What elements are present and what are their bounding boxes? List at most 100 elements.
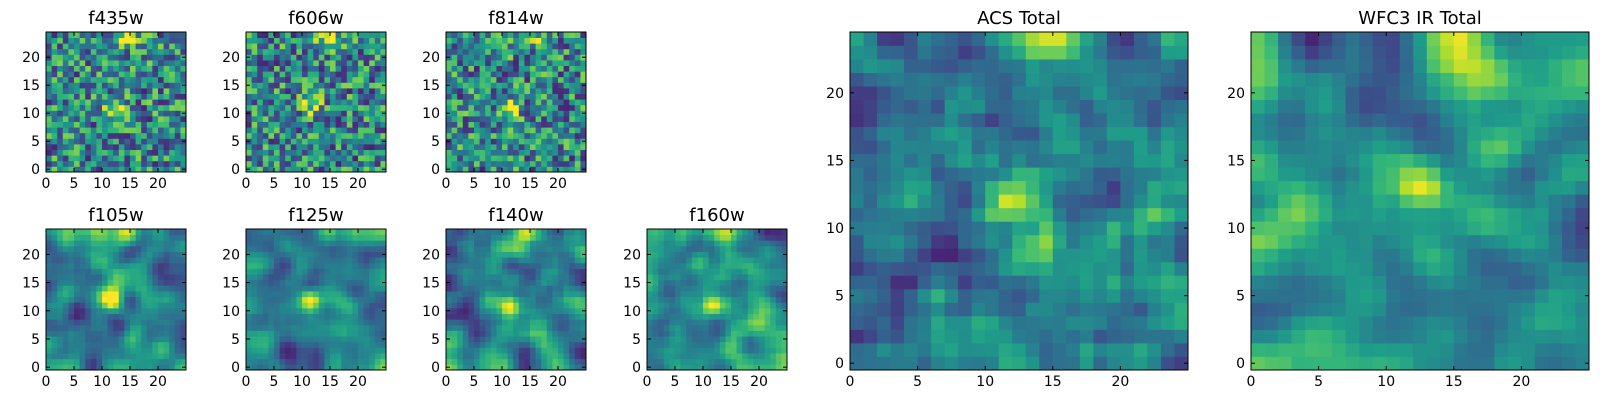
heatmap-cell (313, 234, 320, 241)
heatmap-cell (546, 110, 553, 117)
heatmap-cell (479, 54, 486, 61)
heatmap-cell (330, 43, 336, 50)
heatmap-cell (1012, 234, 1027, 249)
heatmap-cell (530, 71, 536, 78)
heatmap-cell (558, 110, 564, 117)
heatmap-cell (725, 358, 732, 365)
heatmap-cell (174, 285, 181, 292)
heatmap-cell (647, 257, 653, 264)
heatmap-cell (563, 93, 570, 100)
heatmap-cell (318, 324, 325, 331)
heatmap-cell (569, 138, 576, 145)
heatmap-cell (652, 324, 659, 331)
heatmap-cell (658, 291, 665, 298)
heatmap-cell (552, 296, 559, 303)
heatmap-cell (352, 319, 359, 326)
heatmap-cell (124, 65, 131, 72)
heatmap-cell (358, 149, 364, 156)
heatmap-cell (163, 121, 170, 128)
heatmap-cell (102, 353, 108, 360)
heatmap-cell (890, 261, 905, 276)
heatmap-cell (496, 240, 503, 247)
heatmap-cell (274, 347, 280, 354)
heatmap-cell (96, 144, 103, 150)
heatmap-cell (1039, 342, 1054, 357)
heatmap-cell (446, 229, 452, 236)
heatmap-cell (290, 132, 297, 139)
heatmap-cell (663, 229, 670, 236)
heatmap-cell (530, 93, 536, 100)
heatmap-cell (113, 138, 120, 145)
heatmap-cell (563, 358, 570, 365)
heatmap-cell (736, 324, 743, 331)
heatmap-cell (307, 313, 314, 320)
heatmap-cell (474, 144, 480, 150)
heatmap-cell (569, 229, 576, 236)
heatmap-cell (462, 274, 469, 281)
heatmap-cell (113, 234, 120, 241)
heatmap-cell (457, 240, 464, 247)
heatmap-cell (346, 60, 353, 66)
heatmap-cell (563, 110, 570, 117)
heatmap-cell (90, 229, 97, 236)
heatmap-cell (663, 257, 670, 264)
heatmap-cell (352, 60, 359, 66)
heatmap-cell (1052, 275, 1067, 290)
heatmap-cell (57, 93, 64, 100)
heatmap-cell (369, 48, 376, 55)
heatmap-cell (485, 291, 492, 298)
heatmap-cell (558, 274, 564, 281)
heatmap-cell (163, 138, 170, 145)
heatmap-cell (74, 65, 80, 72)
heatmap-cell (569, 116, 576, 122)
heatmap-cell (307, 71, 314, 78)
heatmap-cell (169, 144, 176, 150)
heatmap-cell (346, 262, 353, 269)
heatmap-cell (569, 307, 576, 314)
heatmap-cell (141, 330, 148, 337)
heatmap-cell (686, 234, 693, 241)
heatmap-cell (770, 353, 777, 360)
heatmap-cell (680, 279, 687, 286)
heatmap-cell (135, 245, 142, 252)
heatmap-cell (574, 132, 581, 139)
heatmap-cell (302, 99, 308, 106)
heatmap-cell (68, 285, 75, 292)
heatmap-cell (124, 347, 131, 354)
heatmap-cell (107, 234, 114, 241)
heatmap-cell (369, 296, 376, 303)
heatmap-cell (296, 313, 303, 320)
heatmap-cell (274, 48, 280, 55)
heatmap-cell (262, 32, 269, 38)
heatmap-cell (753, 341, 760, 348)
heatmap-cell (863, 356, 878, 371)
heatmap-cell (451, 257, 458, 264)
heatmap-cell (141, 319, 148, 326)
y-tick-label: 0 (231, 162, 240, 178)
heatmap-cells (46, 32, 187, 173)
heatmap-cell (318, 121, 325, 128)
heatmap-cell (246, 240, 252, 247)
heatmap-cell (302, 88, 308, 94)
heatmap-cell (46, 262, 52, 269)
heatmap-cell (502, 127, 508, 134)
heatmap-cell (352, 291, 359, 298)
heatmap-cell (697, 274, 704, 281)
heatmap-cell (79, 291, 86, 298)
heatmap-cell (518, 32, 525, 38)
heatmap-cell (877, 288, 891, 303)
heatmap-cell (479, 60, 486, 66)
heatmap-cell (1066, 261, 1081, 276)
heatmap-cell (496, 307, 503, 314)
heatmap-cell (341, 121, 348, 128)
heatmap-cell (363, 43, 370, 50)
heatmap-cell (135, 48, 142, 55)
heatmap-cell (697, 313, 704, 320)
heatmap-cell (74, 291, 80, 298)
heatmap-cell (285, 347, 292, 354)
heatmap-cell (107, 274, 114, 281)
heatmap-cell (302, 347, 308, 354)
heatmap-cell (313, 54, 320, 61)
heatmap-cell (518, 307, 525, 314)
